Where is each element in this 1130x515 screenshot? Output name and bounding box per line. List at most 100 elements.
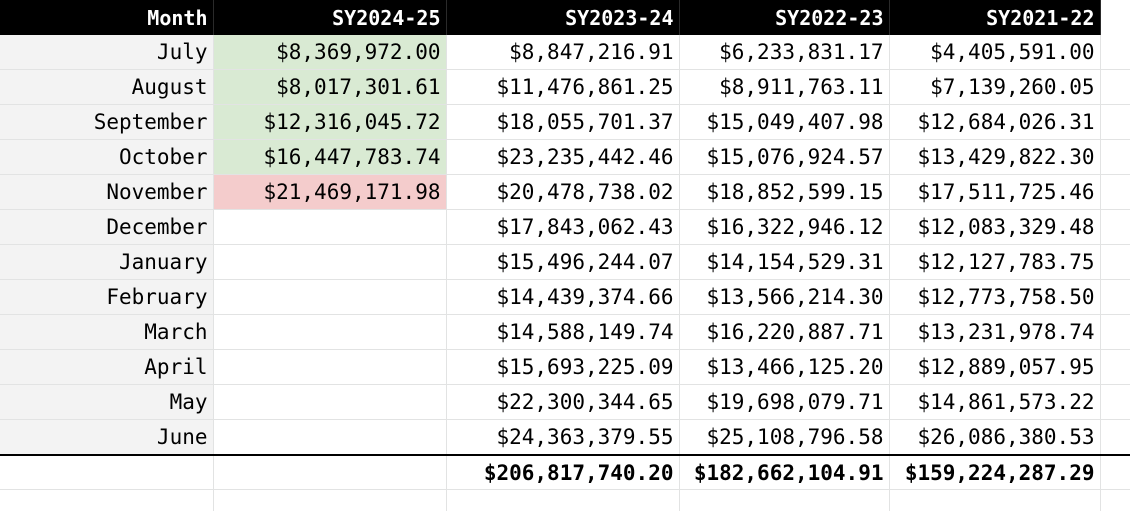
month-cell[interactable]: September xyxy=(0,104,214,140)
total-sy2021-22-cell[interactable]: $159,224,287.29 xyxy=(889,454,1101,490)
sy2021-22-cell[interactable]: $13,429,822.30 xyxy=(889,139,1101,175)
sy2022-23-cell[interactable]: $8,911,763.11 xyxy=(679,69,890,105)
empty-cell[interactable] xyxy=(1100,139,1130,175)
total-sy2022-23-cell[interactable]: $182,662,104.91 xyxy=(679,454,890,490)
total-sy2024-25-cell[interactable] xyxy=(213,454,447,490)
sy2021-22-cell[interactable]: $12,773,758.50 xyxy=(889,279,1101,315)
sy2021-22-cell[interactable]: $17,511,725.46 xyxy=(889,174,1101,210)
sy2021-22-cell[interactable]: $14,861,573.22 xyxy=(889,384,1101,420)
sy2022-23-cell[interactable]: $16,220,887.71 xyxy=(679,314,890,350)
table-row: July $8,369,972.00 $8,847,216.91 $6,233,… xyxy=(0,35,1130,70)
sy2024-25-cell[interactable]: $12,316,045.72 xyxy=(213,104,447,140)
sy2021-22-cell[interactable]: $12,684,026.31 xyxy=(889,104,1101,140)
sy2023-24-cell[interactable]: $22,300,344.65 xyxy=(446,384,680,420)
month-cell[interactable]: May xyxy=(0,384,214,420)
sy2024-25-cell[interactable] xyxy=(213,419,447,456)
empty-cell[interactable] xyxy=(1100,35,1130,70)
table-row: June $24,363,379.55 $25,108,796.58 $26,0… xyxy=(0,419,1130,456)
totals-label-cell[interactable] xyxy=(0,454,214,490)
sy2024-25-cell[interactable] xyxy=(213,314,447,350)
header-month[interactable]: Month xyxy=(0,0,214,35)
table-row: October $16,447,783.74 $23,235,442.46 $1… xyxy=(0,139,1130,175)
table-row: September $12,316,045.72 $18,055,701.37 … xyxy=(0,104,1130,140)
month-cell[interactable]: July xyxy=(0,35,214,70)
month-cell[interactable]: February xyxy=(0,279,214,315)
sy2024-25-cell[interactable]: $16,447,783.74 xyxy=(213,139,447,175)
sy2023-24-cell[interactable]: $23,235,442.46 xyxy=(446,139,680,175)
empty-cell[interactable] xyxy=(1100,279,1130,315)
sy2023-24-cell[interactable]: $24,363,379.55 xyxy=(446,419,680,456)
empty-cell[interactable] xyxy=(446,489,680,511)
sy2024-25-cell[interactable] xyxy=(213,384,447,420)
sy2022-23-cell[interactable]: $13,566,214.30 xyxy=(679,279,890,315)
empty-cell[interactable] xyxy=(1100,349,1130,385)
empty-cell[interactable] xyxy=(1100,209,1130,245)
sy2021-22-cell[interactable]: $12,127,783.75 xyxy=(889,244,1101,280)
table-row: November $21,469,171.98 $20,478,738.02 $… xyxy=(0,174,1130,210)
header-row: Month SY2024-25 SY2023-24 SY2022-23 SY20… xyxy=(0,0,1130,35)
sy2023-24-cell[interactable]: $15,496,244.07 xyxy=(446,244,680,280)
sy2022-23-cell[interactable]: $19,698,079.71 xyxy=(679,384,890,420)
sy2024-25-cell[interactable] xyxy=(213,349,447,385)
sy2024-25-cell[interactable]: $8,017,301.61 xyxy=(213,69,447,105)
empty-cell[interactable] xyxy=(679,489,890,511)
month-cell[interactable]: March xyxy=(0,314,214,350)
sy2021-22-cell[interactable]: $12,889,057.95 xyxy=(889,349,1101,385)
sy2024-25-cell[interactable]: $8,369,972.00 xyxy=(213,35,447,70)
sy2021-22-cell[interactable]: $26,086,380.53 xyxy=(889,419,1101,456)
empty-cell[interactable] xyxy=(1100,454,1130,490)
empty-cell[interactable] xyxy=(1100,490,1130,512)
empty-cell[interactable] xyxy=(1100,244,1130,280)
sy2022-23-cell[interactable]: $15,049,407.98 xyxy=(679,104,890,140)
empty-cell[interactable] xyxy=(1100,104,1130,140)
sy2022-23-cell[interactable]: $15,076,924.57 xyxy=(679,139,890,175)
sy2024-25-cell[interactable] xyxy=(213,279,447,315)
sy2024-25-cell[interactable] xyxy=(213,209,447,245)
header-sy2024-25[interactable]: SY2024-25 xyxy=(213,0,447,35)
sy2023-24-cell[interactable]: $20,478,738.02 xyxy=(446,174,680,210)
month-cell[interactable]: November xyxy=(0,174,214,210)
empty-cell[interactable] xyxy=(1100,314,1130,350)
sy2022-23-cell[interactable]: $18,852,599.15 xyxy=(679,174,890,210)
sy2022-23-cell[interactable]: $25,108,796.58 xyxy=(679,419,890,456)
sy2024-25-cell[interactable] xyxy=(213,244,447,280)
table-row: March $14,588,149.74 $16,220,887.71 $13,… xyxy=(0,314,1130,350)
sy2023-24-cell[interactable]: $14,588,149.74 xyxy=(446,314,680,350)
sy2023-24-cell[interactable]: $11,476,861.25 xyxy=(446,69,680,105)
sy2023-24-cell[interactable]: $18,055,701.37 xyxy=(446,104,680,140)
empty-cell[interactable] xyxy=(0,489,214,511)
empty-cell[interactable] xyxy=(889,489,1101,511)
sy2021-22-cell[interactable]: $13,231,978.74 xyxy=(889,314,1101,350)
empty-cell[interactable] xyxy=(1100,69,1130,105)
sy2024-25-cell[interactable]: $21,469,171.98 xyxy=(213,174,447,210)
sy2022-23-cell[interactable]: $6,233,831.17 xyxy=(679,35,890,70)
header-empty[interactable] xyxy=(1100,0,1130,35)
sy2023-24-cell[interactable]: $14,439,374.66 xyxy=(446,279,680,315)
sy2023-24-cell[interactable]: $15,693,225.09 xyxy=(446,349,680,385)
sy2021-22-cell[interactable]: $12,083,329.48 xyxy=(889,209,1101,245)
sy2023-24-cell[interactable]: $17,843,062.43 xyxy=(446,209,680,245)
month-cell[interactable]: June xyxy=(0,419,214,456)
sy2021-22-cell[interactable]: $4,405,591.00 xyxy=(889,35,1101,70)
empty-cell[interactable] xyxy=(1100,419,1130,456)
month-cell[interactable]: December xyxy=(0,209,214,245)
sy2022-23-cell[interactable]: $14,154,529.31 xyxy=(679,244,890,280)
empty-cell[interactable] xyxy=(1100,174,1130,210)
month-cell[interactable]: October xyxy=(0,139,214,175)
month-cell[interactable]: April xyxy=(0,349,214,385)
header-sy2023-24[interactable]: SY2023-24 xyxy=(446,0,680,35)
empty-cell[interactable] xyxy=(1100,384,1130,420)
month-cell[interactable]: August xyxy=(0,69,214,105)
sy2022-23-cell[interactable]: $13,466,125.20 xyxy=(679,349,890,385)
header-sy2021-22[interactable]: SY2021-22 xyxy=(889,0,1101,35)
month-cell[interactable]: January xyxy=(0,244,214,280)
sy2023-24-cell[interactable]: $8,847,216.91 xyxy=(446,35,680,70)
header-sy2022-23[interactable]: SY2022-23 xyxy=(679,0,890,35)
table-row: January $15,496,244.07 $14,154,529.31 $1… xyxy=(0,244,1130,280)
sy2021-22-cell[interactable]: $7,139,260.05 xyxy=(889,69,1101,105)
total-sy2023-24-cell[interactable]: $206,817,740.20 xyxy=(446,454,680,490)
empty-cell[interactable] xyxy=(213,489,447,511)
sy2022-23-cell[interactable]: $16,322,946.12 xyxy=(679,209,890,245)
